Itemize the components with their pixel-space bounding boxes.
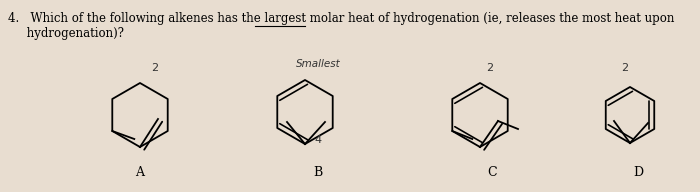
Text: Smallest: Smallest <box>295 59 340 69</box>
Text: 2: 2 <box>486 63 493 73</box>
Text: A: A <box>136 166 144 180</box>
Text: B: B <box>314 166 323 180</box>
Text: C: C <box>487 166 497 180</box>
Text: 4: 4 <box>314 135 321 145</box>
Text: 2: 2 <box>151 63 159 73</box>
Text: D: D <box>633 166 643 180</box>
Text: 4.   Which of the following alkenes has the largest molar heat of hydrogenation : 4. Which of the following alkenes has th… <box>8 12 674 40</box>
Text: 2: 2 <box>622 63 629 73</box>
